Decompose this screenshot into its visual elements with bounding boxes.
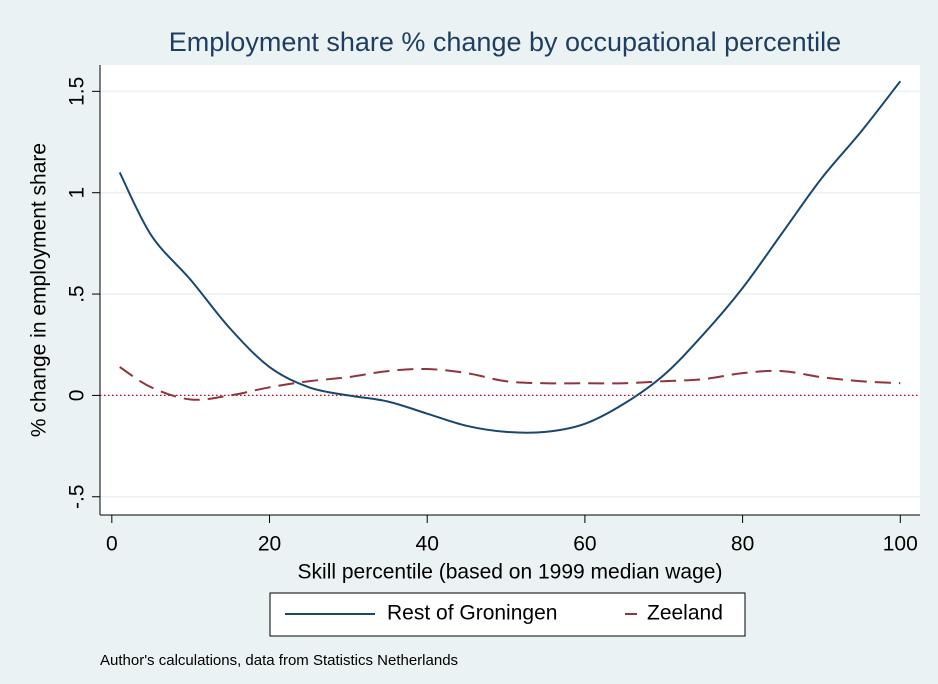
y-axis-label: % change in employment share <box>28 143 51 437</box>
series-line <box>119 366 901 401</box>
footnote: Author's calculations, data from Statist… <box>100 652 458 669</box>
legend-label: Rest of Groningen <box>387 602 557 625</box>
legend-label: Zeeland <box>647 602 723 625</box>
x-axis-label: Skill percentile (based on 1999 median w… <box>298 561 723 584</box>
x-tick-label: 80 <box>731 533 754 556</box>
x-tick-label: 100 <box>883 533 918 556</box>
y-tick-label: -.5 <box>66 484 89 509</box>
y-tick-label: 1.5 <box>66 77 89 106</box>
chart-title: Employment share % change by occupationa… <box>169 27 841 57</box>
y-tick-label: 1 <box>66 187 89 199</box>
x-tick-label: 60 <box>573 533 596 556</box>
series-line <box>118 80 902 434</box>
y-tick-label: .5 <box>66 285 89 303</box>
y-tick-label: 0 <box>66 390 89 402</box>
plot-area <box>100 65 920 515</box>
x-tick-label: 40 <box>416 533 439 556</box>
x-tick-label: 0 <box>106 533 118 556</box>
x-tick-label: 20 <box>258 533 281 556</box>
